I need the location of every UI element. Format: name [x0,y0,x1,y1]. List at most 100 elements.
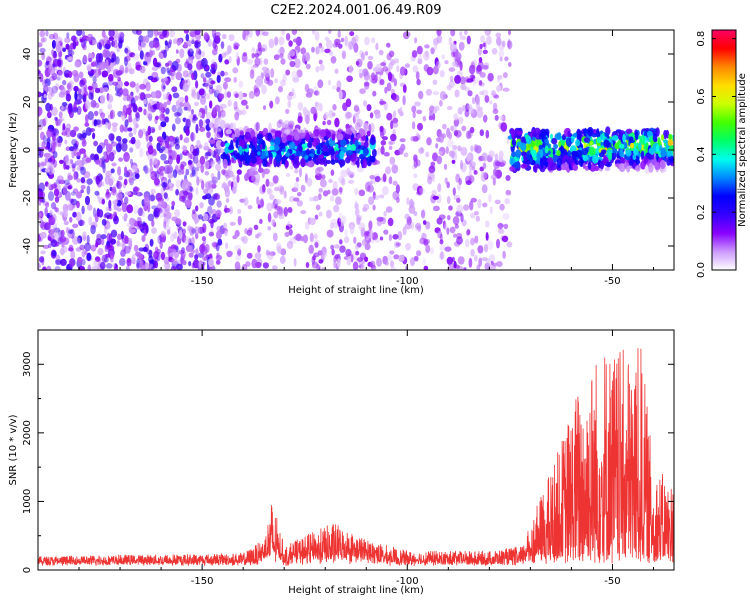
spectrogram-cell [165,167,172,174]
spectrogram-cell [488,193,492,203]
spectrogram-cell [356,216,361,225]
spectrogram-cell [238,139,246,148]
spectrogram-cell [102,87,109,93]
spectrogram-cell [179,134,183,141]
spectrogram-cell [454,52,462,61]
spectrogram-cell [70,159,74,165]
spectrogram-cell [479,129,484,137]
spectrogram-cell [461,125,467,132]
spectrogram-cell [156,168,162,175]
spectrogram-cell [305,221,310,231]
spectrogram-cell [378,194,385,199]
spectrogram-cell [451,159,456,164]
spectrogram-cell [124,68,128,74]
spectrogram-cell [42,36,47,43]
spectrogram-cell [194,41,201,49]
spectrogram-cell [153,209,159,218]
spectrogram-cell [561,140,565,147]
spectrogram-cell [445,146,449,155]
spectrogram-cell [81,205,85,215]
spectrogram-cell [505,175,511,181]
spectrogram-cell [195,80,199,89]
spectrogram-cell [361,51,365,61]
spectrogram-cell [460,146,468,156]
spectrogram-cell [181,79,185,85]
spectrogram-cell [199,155,206,165]
spectrogram-cell [199,126,206,132]
spectrogram-cell [66,56,74,61]
spectrogram-cell [299,167,302,178]
spectrogram-cell [175,71,183,81]
spectrogram-cell [547,150,551,155]
spectrogram-cell [165,62,169,67]
spectrogram-cell [587,161,592,170]
spectrogram-cell [387,217,394,227]
spectrogram-cell [167,145,172,154]
spectrogram-cell [243,30,250,36]
spectrogram-cell [164,225,171,232]
spectrogram-cell [371,37,376,44]
spectrogram-cell [285,152,291,157]
spectrogram-cell [272,144,280,152]
spectrogram-cell [143,60,148,66]
spectrogram-cell [456,236,463,245]
spectrogram-cell [117,76,121,82]
spectrogram-cell [63,210,69,218]
spectrogram-cell [227,44,232,54]
spectrogram-cell [438,252,445,261]
spectrogram-cell [388,145,393,150]
spectrogram-cell [467,103,473,111]
spectrogram-cell [477,245,484,254]
spectrogram-cell [284,129,291,134]
spectrogram-cell [217,170,221,181]
spectrogram-cell [54,196,60,203]
spectrogram-cell [142,35,147,43]
spectrogram-cell [137,216,142,222]
spectrogram-cell [86,65,92,72]
spectrogram-cell [191,228,197,234]
spectrogram-cell [350,254,354,263]
spectrogram-cell [202,256,208,261]
spectrogram-cell [450,125,454,131]
spectrogram-cell [185,33,190,42]
spectrogram-cell [179,48,185,59]
spectrogram-cell [285,173,291,177]
spectrogram-cell [192,259,200,269]
spectrogram-cell [317,45,323,54]
spectrogram-cell [192,148,198,156]
y-tick-label: -20 [22,190,33,206]
snr-y-label: SNR (10 * v/v) [8,414,19,485]
spectrogram-cell [79,244,86,250]
spectrogram-cell [611,135,619,141]
spectrogram-cell [618,143,625,149]
spectrogram-cell [160,251,165,261]
spectrogram-cell [38,106,43,116]
spectrogram-cell [63,220,69,226]
spectrogram-cell [123,126,129,133]
spectrogram-cell [182,228,186,235]
spectrogram-cell [76,151,82,156]
spectrogram-cell [39,47,46,54]
spectrogram-cell [77,219,85,226]
spectrogram-cell [413,173,418,178]
spectrogram-cell [62,185,68,196]
spectrogram-cell [408,205,416,214]
spectrogram-cell [420,209,426,219]
spectrogram-cell [81,249,86,258]
spectrogram-cell [308,244,315,254]
spectrogram-cell [640,134,646,145]
spectrogram-cell [198,88,205,96]
spectrogram-cell [396,65,400,73]
spectrogram-cell [469,212,476,219]
spectrogram-cell [43,84,49,94]
spectrogram-cell [188,261,192,267]
spectrogram-cell [191,166,197,175]
spectrogram-cell [379,125,384,133]
spectrogram-cell [511,151,516,158]
spectrogram-cell [328,109,334,119]
spectrogram-cell [416,78,421,86]
spectrogram-cell [366,160,372,167]
spectrogram-cell [214,31,221,38]
y-tick-label: 0 [22,147,33,153]
spectrogram-cell [47,147,52,152]
